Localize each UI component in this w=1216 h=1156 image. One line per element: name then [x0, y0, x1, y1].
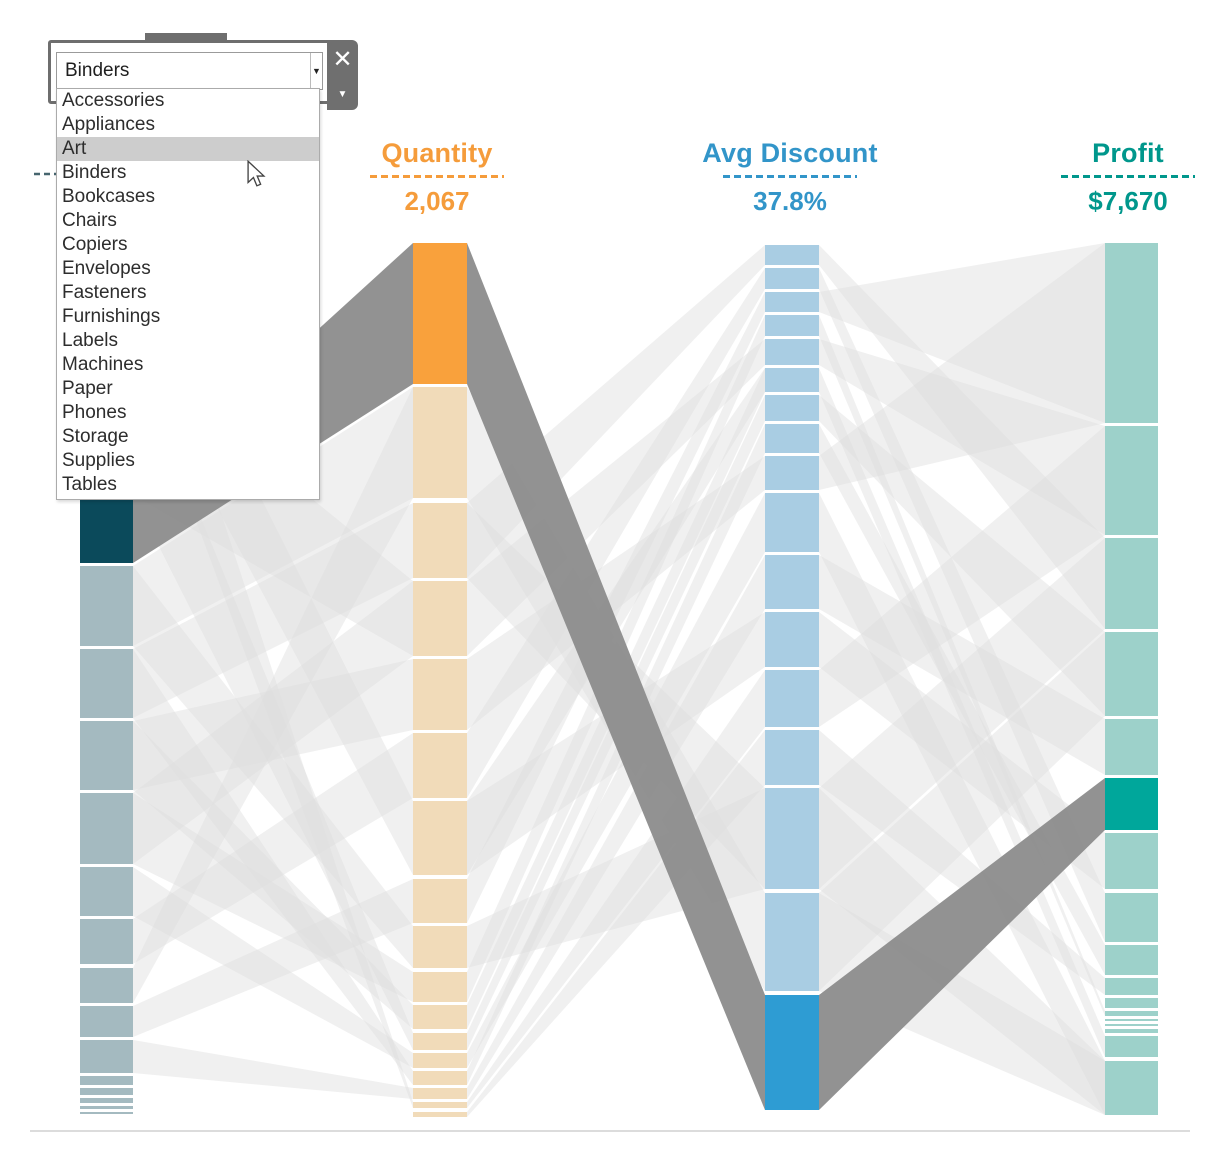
- filter-option-list[interactable]: Accessories Appliances Art Binders Bookcases…: [56, 88, 320, 500]
- close-icon[interactable]: ✕: [332, 46, 353, 73]
- filter-option[interactable]: Accessories: [62, 90, 165, 111]
- filter-option[interactable]: Bookcases: [62, 186, 155, 207]
- filter-option[interactable]: Labels: [62, 330, 118, 351]
- axis-label-quantity: Quantity: [381, 138, 493, 168]
- filter-card-drag-handle[interactable]: [145, 33, 227, 42]
- filter-option[interactable]: Binders: [62, 162, 127, 183]
- axis-header-underline: [1061, 175, 1195, 178]
- axis-label-avg-discount: Avg Discount: [702, 138, 878, 168]
- combobox-dropdown-arrow-icon[interactable]: ▼: [310, 53, 322, 89]
- filter-option[interactable]: Machines: [62, 354, 144, 375]
- axis-label-profit: Profit: [1092, 138, 1164, 168]
- axis-value-avg-discount: 37.8%: [753, 186, 827, 216]
- axis-header-profit: Profit $7,670: [998, 138, 1216, 217]
- filter-option[interactable]: Paper: [62, 378, 113, 399]
- filter-option[interactable]: Appliances: [62, 114, 155, 135]
- filter-option[interactable]: Art: [57, 137, 319, 161]
- filter-option[interactable]: Storage: [62, 426, 129, 447]
- filter-option[interactable]: Supplies: [62, 450, 135, 471]
- filter-menu-arrow-icon[interactable]: ▼: [337, 89, 348, 100]
- axis-header-quantity: Quantity 2,067: [307, 138, 567, 217]
- axis-header-underline: [370, 175, 504, 178]
- filter-card-buttons: ✕ ▼: [327, 40, 358, 110]
- filter-option[interactable]: Furnishings: [62, 306, 161, 327]
- filter-option[interactable]: Phones: [62, 402, 127, 423]
- filter-option[interactable]: Fasteners: [62, 282, 147, 303]
- filter-value-input[interactable]: [57, 60, 310, 82]
- axis-value-quantity: 2,067: [404, 186, 470, 216]
- filter-option[interactable]: Copiers: [62, 234, 128, 255]
- filter-option[interactable]: Chairs: [62, 210, 117, 231]
- axis-header-avg-discount: Avg Discount 37.8%: [660, 138, 920, 217]
- filter-option[interactable]: Envelopes: [62, 258, 151, 279]
- axis-header-underline: [723, 175, 857, 178]
- axis-value-profit: $7,670: [1088, 186, 1168, 216]
- filter-option[interactable]: Tables: [62, 474, 117, 495]
- filter-combobox[interactable]: ▼: [56, 52, 323, 90]
